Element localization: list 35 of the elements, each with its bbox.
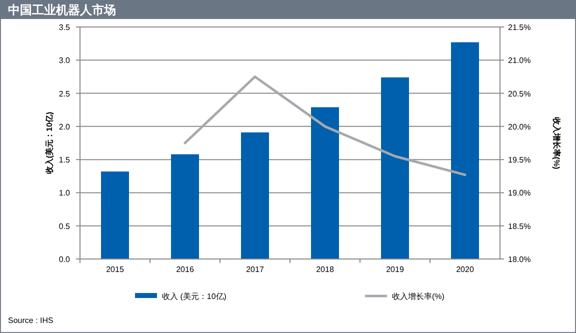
y2-tick-label: 21.5%: [508, 23, 531, 32]
x-tick-label: 2018: [316, 265, 334, 274]
x-tick-label: 2017: [246, 265, 264, 274]
x-tick-label: 2015: [106, 265, 124, 274]
y-tick-label: 0.0: [58, 255, 71, 264]
y2-tick-label: 18.5%: [508, 222, 531, 231]
y-tick-label: 0.5: [58, 222, 71, 231]
y-tick-label: 1.5: [58, 156, 71, 165]
bar: [101, 172, 129, 259]
line-series: [184, 75, 466, 176]
legend-label: 收入 (美元：10亿): [162, 292, 227, 301]
y-tick-label: 3.0: [58, 56, 71, 66]
y2-tick-label: 18.0%: [508, 255, 531, 264]
x-tick-label: 2019: [386, 265, 404, 274]
y-tick-label: 1.0: [58, 188, 71, 198]
y2-tick-label: 19.5%: [508, 156, 531, 165]
bar: [451, 42, 479, 259]
bar: [241, 132, 269, 259]
x-tick-label: 2020: [456, 265, 474, 274]
y2-tick-label: 21.0%: [508, 56, 531, 66]
y-axis-title: 收入(美元：10亿): [44, 112, 54, 174]
source-note: Source : IHS: [8, 316, 54, 325]
bar: [311, 107, 339, 259]
y2-tick-label: 20.0%: [508, 122, 531, 132]
bar: [381, 77, 409, 259]
y2-tick-label: 20.5%: [508, 89, 531, 98]
y-tick-label: 3.5: [58, 23, 71, 32]
y-tick-label: 2.0: [58, 122, 71, 132]
y-tick-label: 2.5: [58, 89, 71, 98]
bar: [171, 154, 199, 259]
chart-title: 中国工业机器人市场: [8, 3, 116, 17]
y2-tick-label: 19.0%: [508, 188, 531, 198]
legend-label: 收入增长率(%): [392, 292, 445, 301]
x-tick-label: 2016: [176, 265, 194, 274]
y2-axis-title: 收入增长率(%): [552, 116, 562, 170]
